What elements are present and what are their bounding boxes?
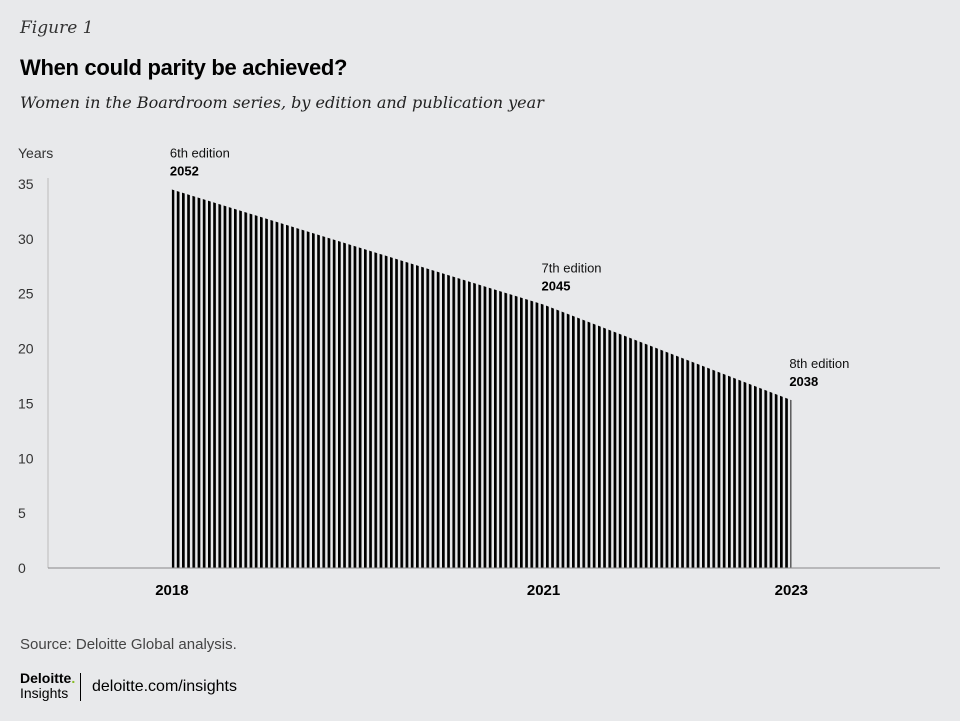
y-tick-label: 0 xyxy=(18,560,26,576)
x-tick-label: 2018 xyxy=(155,582,188,599)
y-axis-ticks: 0 5 10 15 20 25 30 35 xyxy=(18,176,34,576)
annotation-edition: 6th edition xyxy=(170,145,230,160)
y-tick-label: 30 xyxy=(18,231,34,247)
y-tick-label: 5 xyxy=(18,505,26,521)
annotation-year: 2045 xyxy=(542,279,571,294)
annotation-edition: 8th edition xyxy=(789,356,849,371)
x-tick-label: 2021 xyxy=(527,582,560,599)
y-tick-label: 15 xyxy=(18,395,34,411)
annotation-year: 2052 xyxy=(170,163,199,178)
site-link[interactable]: deloitte.com/insights xyxy=(92,678,237,695)
chart-title: When could parity be achieved? xyxy=(20,55,348,80)
annotation-edition: 7th edition xyxy=(542,261,602,276)
figure-label: Figure 1 xyxy=(20,18,94,38)
annotation-year: 2038 xyxy=(789,374,818,389)
x-axis-ticks: 2018 2021 2023 xyxy=(155,582,808,599)
area-layer xyxy=(171,189,792,568)
annotations: 6th edition 2052 7th edition 2045 8th editio… xyxy=(170,145,849,389)
logo-sub-text: Insights xyxy=(20,685,69,701)
area-series xyxy=(171,189,792,568)
parity-chart: Years 0 5 10 15 20 25 30 35 2018 2021 2023 6th ed… xyxy=(18,145,940,599)
y-tick-label: 20 xyxy=(18,341,34,357)
y-tick-label: 10 xyxy=(18,450,34,466)
logo-main-text: Deloitte xyxy=(20,670,72,686)
logo-dot: . xyxy=(71,670,76,686)
chart-subtitle: Women in the Boardroom series, by editio… xyxy=(20,93,544,112)
footer-divider xyxy=(80,673,81,701)
deloitte-insights-logo[interactable]: Deloitte. Insights xyxy=(20,671,75,700)
y-axis-label: Years xyxy=(18,145,53,161)
source-note: Source: Deloitte Global analysis. xyxy=(20,636,237,653)
y-tick-label: 25 xyxy=(18,286,34,302)
x-tick-label: 2023 xyxy=(775,582,808,599)
y-tick-label: 35 xyxy=(18,176,34,192)
logo-wordmark: Deloitte. xyxy=(20,671,75,685)
